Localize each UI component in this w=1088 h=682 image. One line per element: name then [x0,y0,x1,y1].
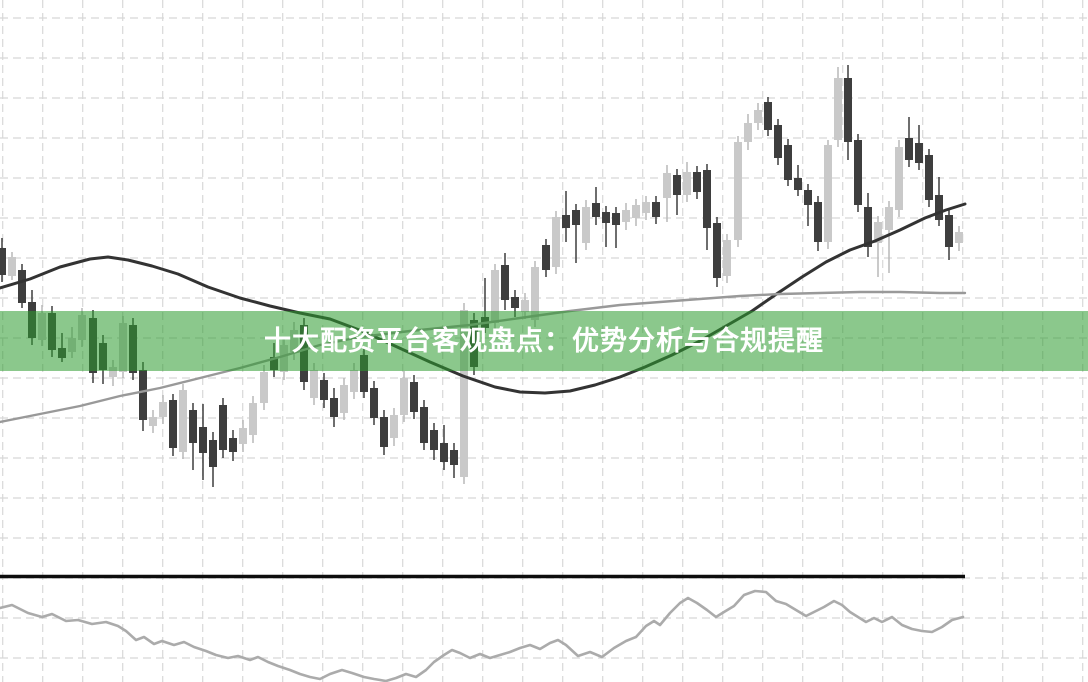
candle-body [8,257,16,276]
candle-body [219,405,227,450]
candle-body [139,370,147,420]
candle-body [239,428,247,444]
candle-body [440,443,448,462]
candle-body [652,202,660,217]
candle-body [734,142,742,240]
candle-body [562,215,570,228]
candle-body [632,205,640,218]
candle-body [935,195,943,220]
candle-body [784,145,792,180]
banner-overlay [0,311,1088,371]
candle-body [854,140,862,205]
candle-body [703,170,711,228]
candle-body [612,213,620,225]
candle-body [109,367,117,377]
candle-body [804,190,812,205]
candle-body [320,380,328,400]
candle-body [149,417,157,426]
candle-body [794,178,802,190]
candle-body [572,210,580,225]
candle-body [400,378,408,415]
candle-body [310,370,318,398]
candle-body [874,222,882,243]
candle-body [915,143,923,163]
candle-body [925,155,933,200]
candle-body [330,398,338,417]
candle-body [360,355,368,392]
candle-body [895,147,903,210]
candle-body [602,212,610,223]
candle-body [340,385,348,413]
candle-body [683,172,691,195]
candle-body [824,145,832,242]
candle-body [229,438,237,452]
candle-body [552,217,560,267]
candle-body [834,78,842,140]
candle-body [18,270,26,303]
slow-ma-line [0,202,967,395]
candle-body [673,175,681,195]
candle-body [169,400,177,448]
candle-body [390,415,398,438]
candle-body [744,123,752,142]
banner-title: 十大配资平台客观盘点：优势分析与合规提醒 [264,326,824,356]
candle-body [460,310,468,477]
candle-body [410,382,418,412]
candle-body [249,403,257,435]
candle-body [642,202,650,213]
candle-body [945,215,953,247]
candle-body [844,78,852,142]
candle-body [582,207,590,243]
candle-body [209,440,217,467]
candle-body [501,265,509,300]
candles-layer [0,65,963,487]
candle-body [592,203,600,217]
candle-body [260,372,268,403]
candle-body [814,202,822,242]
candle-body [0,248,6,275]
candle-body [663,173,671,198]
candle-body [420,407,428,443]
candle-body [723,240,731,276]
candle-body [774,125,782,158]
candle-body [370,388,378,418]
candle-body [350,370,358,392]
candle-body [864,207,872,247]
candle-body [885,207,893,230]
indicator-line [0,589,965,682]
candle-body [380,417,388,447]
candle-body [955,232,963,243]
candle-body [754,110,762,123]
candle-body [531,267,539,320]
candle-body [159,402,167,417]
candle-body [905,138,913,160]
candle-body [199,427,207,453]
candle-body [430,430,438,450]
candle-body [713,223,721,278]
candle-body [511,297,519,308]
candle-body [491,270,499,323]
candle-body [542,245,550,270]
candle-body [189,410,197,443]
candle-body [764,102,772,130]
candle-body [179,390,187,452]
candle-body [622,210,630,222]
candle-body [521,300,529,312]
candle-body [693,172,701,192]
candle-body [450,450,458,465]
